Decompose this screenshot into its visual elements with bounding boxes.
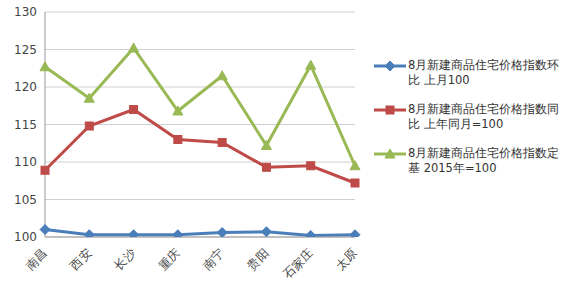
svg-text:南昌: 南昌 (23, 246, 50, 273)
svg-text:115: 115 (14, 118, 37, 132)
svg-text:长沙: 长沙 (112, 246, 139, 273)
svg-text:105: 105 (14, 193, 37, 207)
svg-text:100: 100 (14, 230, 37, 244)
svg-text:110: 110 (14, 155, 37, 169)
html-text:8月新建商品住宅价格指数定基 2015年=100: 8月新建商品住宅价格指数定基 2015年=100 (408, 146, 560, 175)
svg-text:西安: 西安 (67, 246, 94, 273)
svg-text:太原: 太原 (333, 246, 360, 273)
svg-text:120: 120 (14, 80, 37, 94)
svg-text:石家庄: 石家庄 (280, 246, 315, 281)
html-text:8月新建商品住宅价格指数环比 上月100: 8月新建商品住宅价格指数环比 上月100 (408, 58, 560, 87)
svg-text:南宁: 南宁 (200, 246, 227, 273)
svg-text:贵阳: 贵阳 (245, 246, 272, 273)
svg-text:125: 125 (14, 43, 37, 57)
svg-text:130: 130 (14, 5, 37, 19)
svg-text:重庆: 重庆 (156, 246, 183, 273)
html-text:8月新建商品住宅价格指数同比 上年同月=100: 8月新建商品住宅价格指数同比 上年同月=100 (408, 102, 560, 131)
